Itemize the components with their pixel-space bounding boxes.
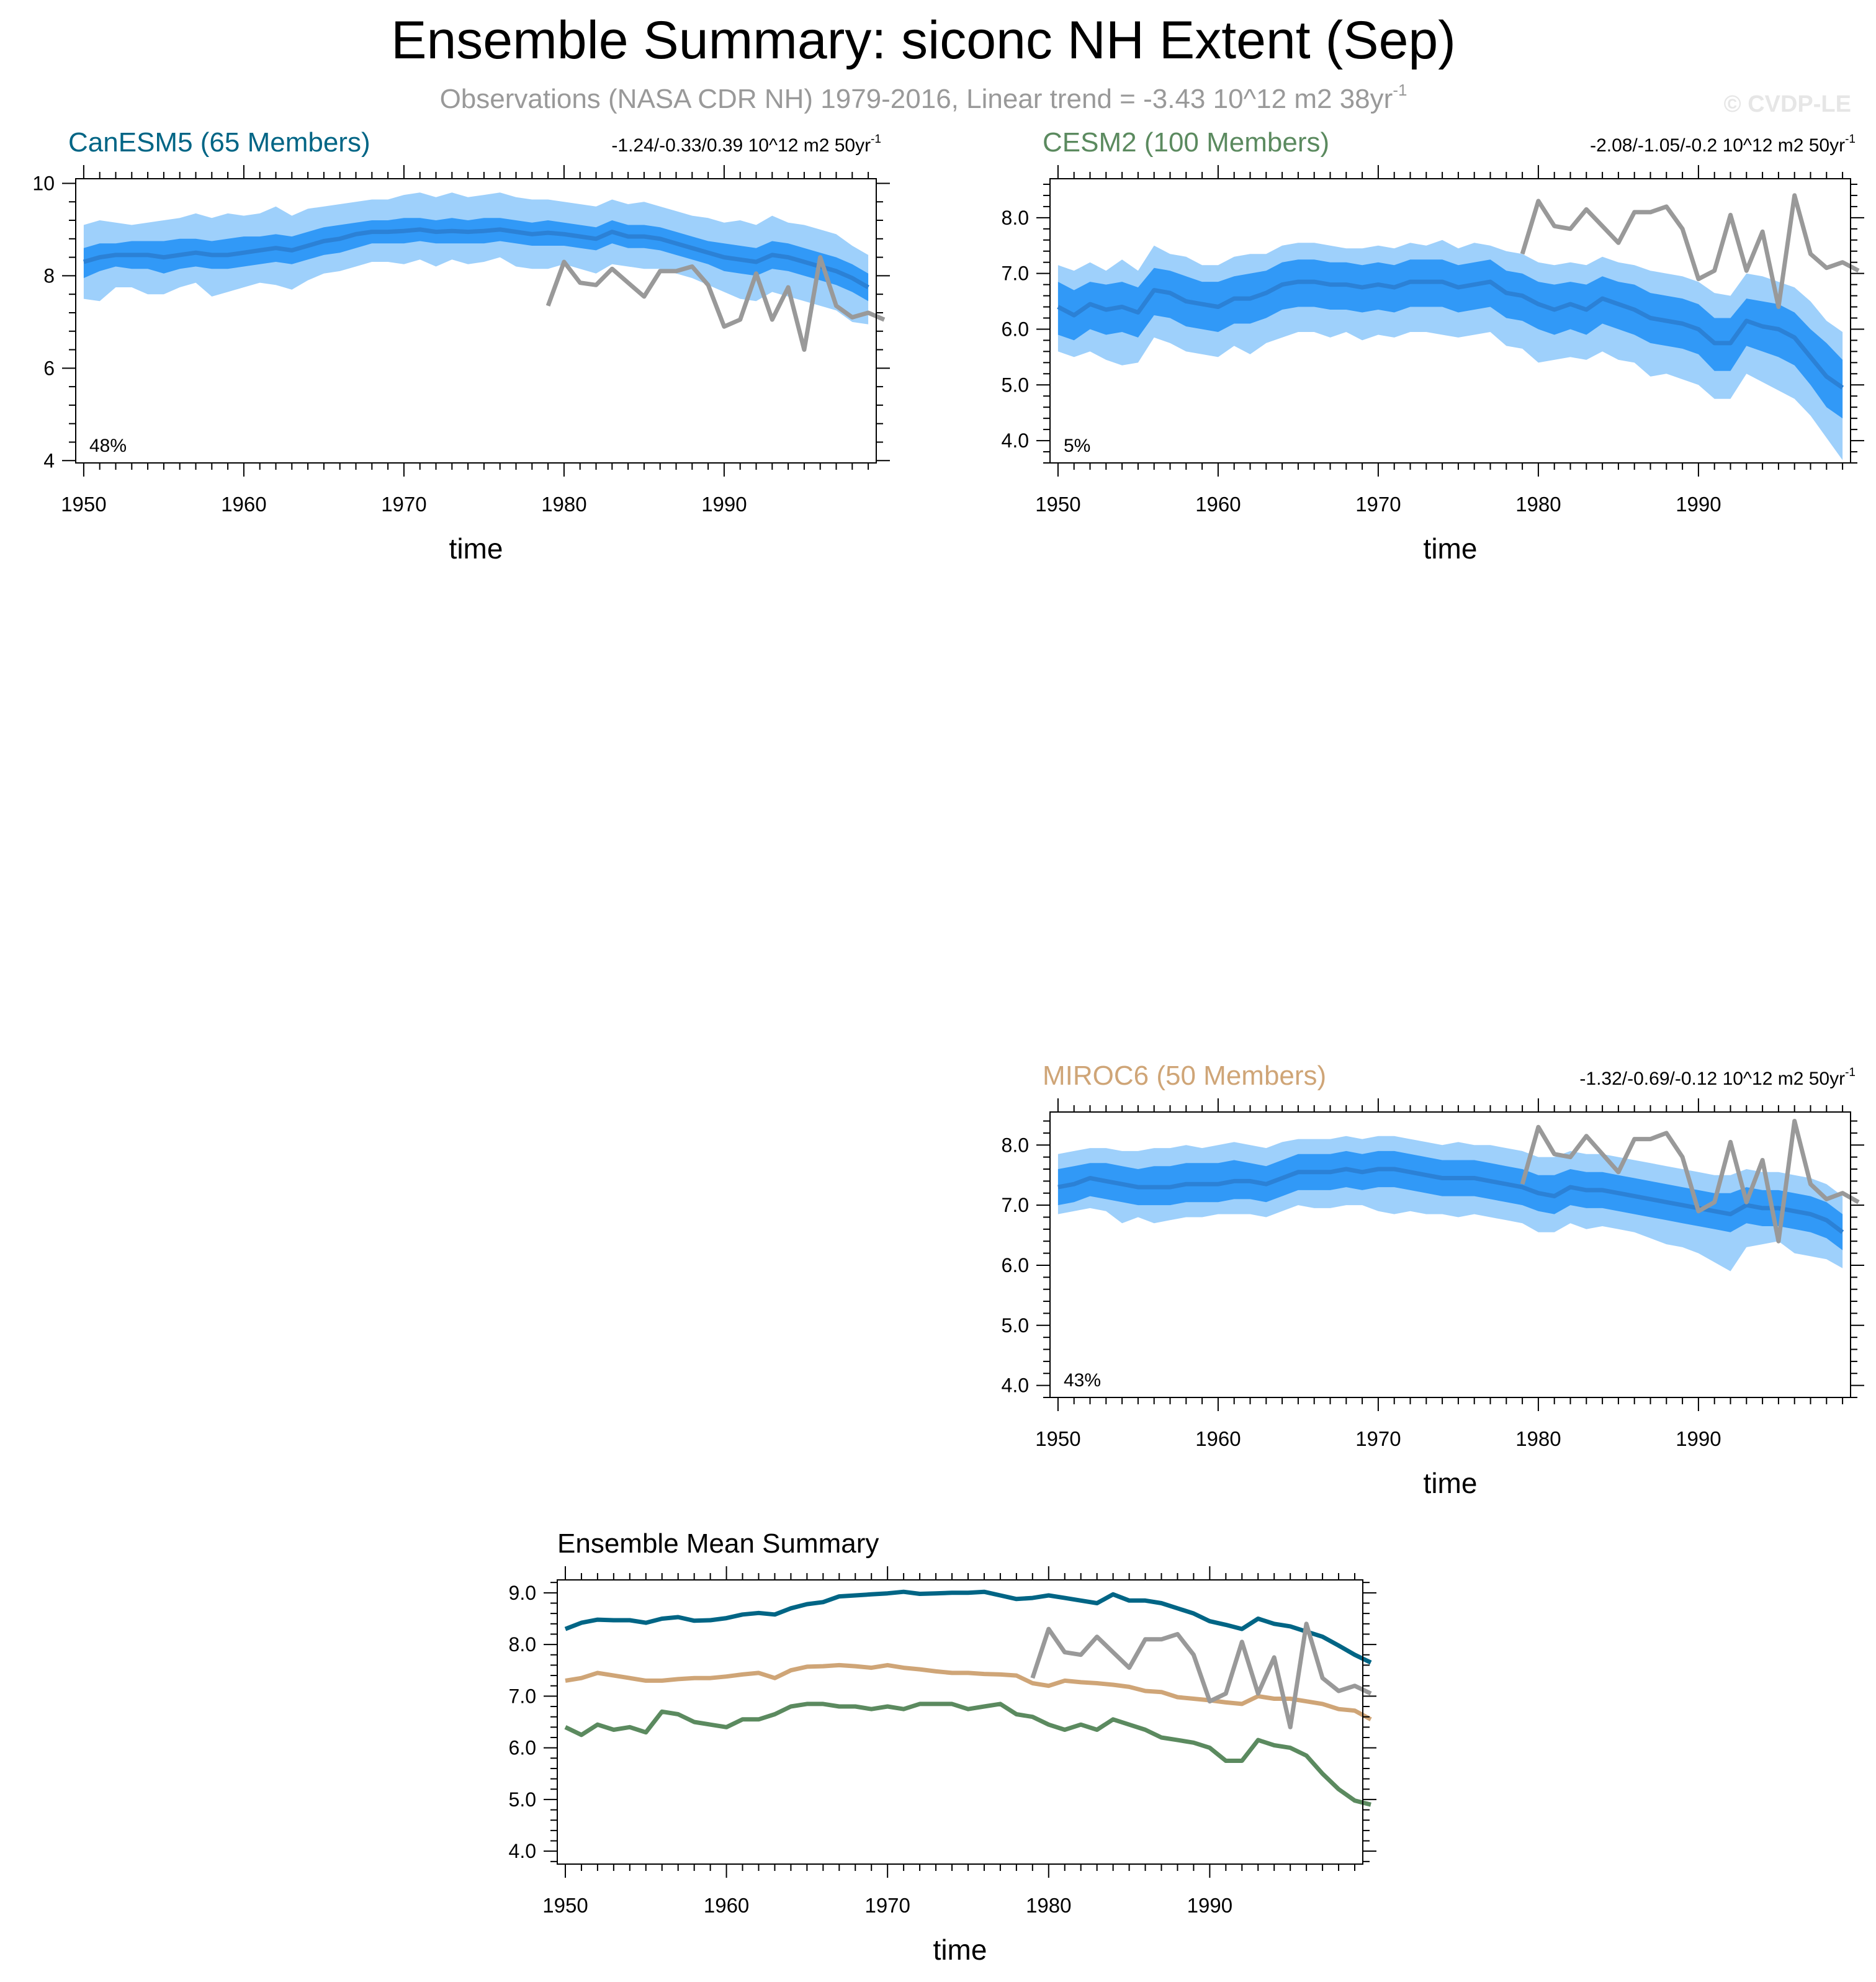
y-tick-label: 4.0 (509, 1840, 536, 1862)
x-tick-label: 1990 (1187, 1894, 1232, 1917)
x-tick-label: 1960 (221, 493, 266, 516)
y-tick-label: 6 (43, 357, 55, 379)
axis-ticks (62, 165, 890, 477)
x-tick-label: 1960 (704, 1894, 749, 1917)
y-tick-label: 4 (43, 449, 55, 472)
x-tick-label: 1990 (1676, 493, 1721, 516)
series-line-canesm5 (564, 1589, 1372, 1665)
axis-ticks (544, 1566, 1376, 1878)
subtitle-superscript: -1 (1393, 81, 1407, 99)
percent-label: 5% (1064, 436, 1090, 456)
plot-frame (557, 1579, 1363, 1865)
panel-title: Ensemble Mean Summary (557, 1528, 879, 1559)
band-25-75-percentile (83, 218, 869, 302)
band-10-90-percentile (83, 192, 869, 325)
y-tick-label: 5.0 (1002, 1314, 1029, 1337)
x-tick-label: 1960 (1195, 493, 1241, 516)
observations-line (1520, 1119, 1860, 1244)
x-tick-label: 1950 (61, 493, 106, 516)
axis-ticks (1036, 1098, 1864, 1411)
x-tick-label: 1950 (1035, 1427, 1080, 1450)
plot-area (564, 1589, 1372, 1807)
panel-title: CanESM5 (65 Members) (68, 127, 370, 158)
x-tick-label: 1980 (541, 493, 586, 516)
plot-area (1057, 1119, 1860, 1271)
x-tick-label: 1990 (701, 493, 747, 516)
x-axis-label: time (1424, 1467, 1478, 1499)
x-tick-label: 1960 (1195, 1427, 1241, 1450)
trend-superscript: -1 (1845, 1066, 1856, 1079)
y-tick-label: 7.0 (1002, 1194, 1029, 1216)
y-tick-label: 10 (32, 172, 55, 194)
plot-frame (75, 178, 877, 464)
trend-text: -1.32/-0.69/-0.12 10^12 m2 50yr (1579, 1069, 1845, 1089)
panel-miroc6: MIROC6 (50 Members) -1.32/-0.69/-0.12 10^… (1002, 1061, 1864, 1499)
series-line-cesm2 (564, 1702, 1371, 1807)
y-tick-label: 7.0 (509, 1685, 536, 1707)
panel-cesm2: CESM2 (100 Members) -2.08/-1.05/-0.2 10^1… (1002, 127, 1864, 565)
x-tick-label: 1970 (864, 1894, 910, 1917)
x-tick-label: 1980 (1026, 1894, 1071, 1917)
y-tick-label: 8.0 (1002, 1134, 1029, 1156)
x-tick-label: 1980 (1515, 1427, 1561, 1450)
x-tick-label: 1950 (1035, 493, 1080, 516)
ensemble-mean-line (83, 227, 869, 290)
watermark: © CVDP-LE (1724, 91, 1851, 117)
plot-frame (1049, 178, 1851, 464)
figure-title: Ensemble Summary: siconc NH Extent (Sep) (391, 11, 1456, 70)
x-tick-label: 1980 (1515, 493, 1561, 516)
y-tick-label: 8.0 (509, 1633, 536, 1656)
x-axis-label: time (449, 532, 503, 565)
panel-title: CESM2 (100 Members) (1043, 127, 1329, 158)
y-tick-label: 6.0 (1002, 1254, 1029, 1276)
x-tick-label: 1950 (542, 1894, 588, 1917)
x-tick-label: 1970 (1355, 1427, 1401, 1450)
ensemble-mean-line (1057, 279, 1844, 390)
y-tick-label: 6.0 (509, 1737, 536, 1759)
percent-label: 43% (1064, 1370, 1101, 1391)
panel-ensemble-mean: Ensemble Mean Summary 1950 1960 1970 1980 199… (509, 1528, 1376, 1966)
plot-area (1057, 193, 1860, 460)
subtitle-text: Observations (NASA CDR NH) 1979-2016, Li… (440, 84, 1393, 114)
y-tick-label: 4.0 (1002, 429, 1029, 452)
trend-superscript: -1 (1845, 133, 1856, 146)
x-tick-label: 1970 (381, 493, 426, 516)
ensemble-mean-line (1057, 1167, 1844, 1234)
band-25-75-percentile (1057, 1150, 1843, 1250)
trend-label: -1.24/-0.33/0.39 10^12 m2 50yr-1 (611, 133, 881, 156)
trend-text: -1.24/-0.33/0.39 10^12 m2 50yr (611, 135, 871, 156)
observations-line (1520, 193, 1860, 309)
y-tick-label: 4.0 (1002, 1374, 1029, 1397)
trend-superscript: -1 (871, 133, 881, 146)
observations-line (1030, 1621, 1372, 1729)
plot-frame (1049, 1111, 1851, 1398)
observations-line (545, 255, 886, 352)
y-tick-label: 7.0 (1002, 262, 1029, 285)
figure-subtitle: Observations (NASA CDR NH) 1979-2016, Li… (440, 81, 1407, 114)
x-tick-label: 1990 (1676, 1427, 1721, 1450)
y-tick-label: 5.0 (1002, 374, 1029, 396)
y-tick-label: 6.0 (1002, 318, 1029, 340)
y-tick-label: 5.0 (509, 1788, 536, 1811)
x-tick-label: 1970 (1355, 493, 1401, 516)
axis-ticks (1036, 165, 1864, 477)
trend-label: -1.32/-0.69/-0.12 10^12 m2 50yr-1 (1579, 1066, 1856, 1089)
panel-canesm5: CanESM5 (65 Members) -1.24/-0.33/0.39 10^… (32, 127, 890, 565)
panel-title: MIROC6 (50 Members) (1043, 1061, 1326, 1091)
series-line-miroc6 (565, 1662, 1372, 1721)
trend-label: -2.08/-1.05/-0.2 10^12 m2 50yr-1 (1590, 133, 1856, 156)
percent-label: 48% (89, 436, 127, 456)
x-axis-label: time (1424, 532, 1478, 565)
y-tick-label: 8 (43, 264, 55, 287)
y-tick-label: 9.0 (509, 1582, 536, 1604)
trend-text: -2.08/-1.05/-0.2 10^12 m2 50yr (1590, 135, 1845, 156)
y-tick-label: 8.0 (1002, 207, 1029, 229)
x-axis-label: time (933, 1934, 987, 1966)
plot-area (83, 192, 886, 352)
